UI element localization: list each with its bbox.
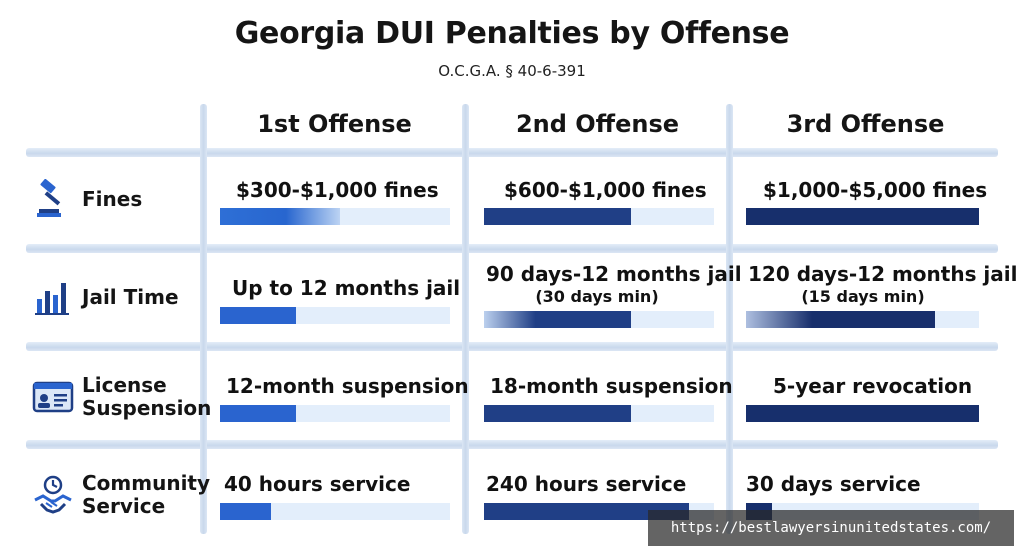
level-bar: [220, 503, 450, 520]
level-bar-fill: [484, 208, 632, 225]
cell-text: $600-$1,000 fines: [504, 178, 707, 202]
level-bar: [220, 208, 450, 225]
row-separator: [26, 342, 998, 351]
handshake-clock-icon: [32, 474, 74, 516]
column-header-1st-offense: 1st Offense: [257, 110, 412, 138]
level-bar: [220, 307, 450, 324]
row-label-text: Community Service: [82, 471, 211, 518]
column-separator: [462, 104, 469, 534]
column-header-2nd-offense: 2nd Offense: [515, 110, 680, 138]
cell-text: 18-month suspension: [490, 374, 733, 398]
row-label-text: Fines: [82, 186, 143, 211]
cell-text: 12-month suspension: [226, 374, 469, 398]
cell-text: $1,000-$5,000 fines: [763, 178, 988, 202]
cell-text: 240 hours service: [486, 472, 687, 496]
cell-text: 40 hours service: [224, 472, 411, 496]
level-bar: [746, 208, 979, 225]
level-bar-fill: [746, 208, 979, 225]
chart-subtitle: O.C.G.A. § 40-6-391: [438, 62, 586, 80]
row-label-jail-time: Jail Time: [32, 276, 202, 318]
level-bar: [484, 311, 714, 328]
level-bar: [746, 311, 979, 328]
chart-title: Georgia DUI Penalties by Offense: [234, 16, 790, 51]
column-header-3rd-offense: 3rd Offense: [786, 110, 945, 138]
level-bar-fill: [484, 311, 632, 328]
row-label-fines: Fines: [32, 178, 202, 220]
bar-chart-icon: [32, 276, 74, 318]
cell-text: 5-year revocation: [773, 374, 973, 398]
row-label-text: License Suspension: [82, 373, 212, 420]
row-label-license-suspension: License Suspension: [32, 373, 212, 420]
cell-text: 90 days-12 months jail: [486, 262, 742, 286]
level-bar: [484, 503, 714, 520]
level-bar-fill: [220, 405, 296, 422]
row-label-community-service: Community Service: [32, 471, 211, 518]
level-bar-fill: [220, 208, 340, 225]
level-bar-fill: [484, 503, 689, 520]
level-bar: [220, 405, 450, 422]
level-bar-fill: [746, 405, 979, 422]
row-separator: [26, 440, 998, 449]
cell-subtext: (15 days min): [801, 287, 925, 306]
level-bar-fill: [220, 503, 271, 520]
column-separator: [726, 104, 733, 534]
row-separator: [26, 244, 998, 253]
watermark-url: https://bestlawyersinunitedstates.com/: [648, 510, 1014, 546]
gavel-icon: [32, 178, 74, 220]
id-card-icon: [32, 376, 74, 418]
level-bar-fill: [484, 405, 632, 422]
cell-text: Up to 12 months jail: [232, 276, 461, 300]
cell-text: 30 days service: [746, 472, 921, 496]
level-bar: [746, 405, 979, 422]
level-bar: [484, 208, 714, 225]
cell-text: 120 days-12 months jail: [748, 262, 1018, 286]
level-bar-fill: [220, 307, 296, 324]
cell-text: $300-$1,000 fines: [236, 178, 439, 202]
level-bar: [484, 405, 714, 422]
header-separator: [26, 148, 998, 157]
row-label-text: Jail Time: [82, 284, 179, 309]
cell-subtext: (30 days min): [535, 287, 659, 306]
level-bar-fill: [746, 311, 935, 328]
column-separator: [200, 104, 207, 534]
